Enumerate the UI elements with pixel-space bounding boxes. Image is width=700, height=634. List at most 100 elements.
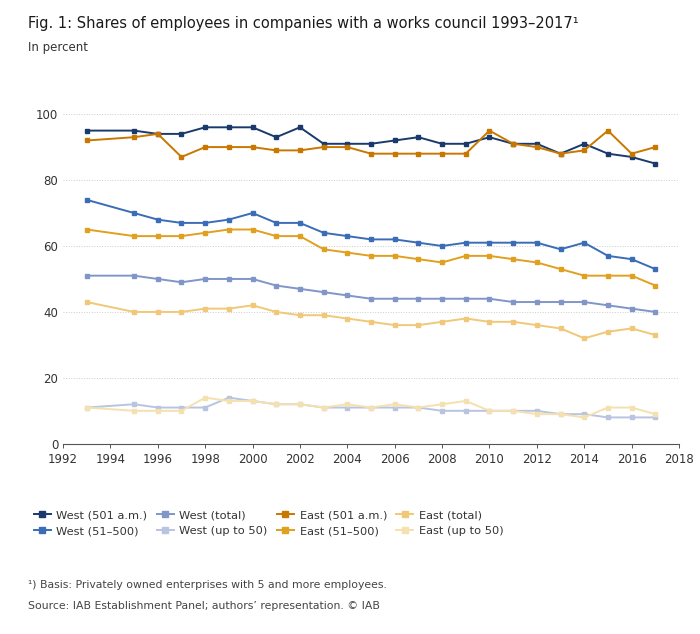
East (up to 50)	[509, 407, 517, 415]
West (up to 50)	[533, 407, 541, 415]
West (up to 50)	[319, 404, 328, 411]
West (501 a.m.)	[201, 124, 209, 131]
West (51–500)	[272, 219, 281, 227]
East (total)	[651, 331, 659, 339]
West (total)	[556, 298, 565, 306]
East (51–500)	[201, 229, 209, 236]
East (up to 50)	[533, 410, 541, 418]
East (up to 50)	[391, 401, 399, 408]
West (501 a.m.)	[83, 127, 91, 134]
East (up to 50)	[485, 407, 494, 415]
East (51–500)	[367, 252, 375, 260]
West (up to 50)	[83, 404, 91, 411]
West (501 a.m.)	[391, 137, 399, 145]
West (total)	[603, 302, 612, 309]
West (up to 50)	[414, 404, 423, 411]
Text: Source: IAB Establishment Panel; authors’ representation. © IAB: Source: IAB Establishment Panel; authors…	[28, 601, 380, 611]
West (501 a.m.)	[485, 133, 494, 141]
East (up to 50)	[83, 404, 91, 411]
West (501 a.m.)	[319, 140, 328, 148]
East (up to 50)	[414, 404, 423, 411]
West (501 a.m.)	[225, 124, 233, 131]
West (51–500)	[177, 219, 186, 227]
East (501 a.m.)	[177, 153, 186, 161]
Line: West (total): West (total)	[84, 273, 658, 314]
East (51–500)	[580, 272, 589, 280]
West (total)	[651, 308, 659, 316]
West (up to 50)	[367, 404, 375, 411]
East (up to 50)	[461, 397, 470, 404]
West (up to 50)	[391, 404, 399, 411]
East (total)	[343, 314, 351, 322]
Text: Fig. 1: Shares of employees in companies with a works council 1993–2017¹: Fig. 1: Shares of employees in companies…	[28, 16, 579, 31]
East (51–500)	[177, 232, 186, 240]
East (up to 50)	[438, 401, 447, 408]
East (total)	[130, 308, 139, 316]
West (up to 50)	[130, 401, 139, 408]
East (total)	[414, 321, 423, 329]
East (total)	[603, 328, 612, 335]
Text: In percent: In percent	[28, 41, 88, 55]
West (up to 50)	[461, 407, 470, 415]
East (total)	[391, 321, 399, 329]
West (total)	[627, 305, 636, 313]
East (total)	[580, 335, 589, 342]
East (501 a.m.)	[651, 143, 659, 151]
East (51–500)	[533, 259, 541, 266]
West (51–500)	[556, 245, 565, 253]
West (up to 50)	[485, 407, 494, 415]
Line: East (51–500): East (51–500)	[84, 227, 658, 288]
East (up to 50)	[651, 410, 659, 418]
West (501 a.m.)	[461, 140, 470, 148]
West (total)	[83, 272, 91, 280]
East (501 a.m.)	[627, 150, 636, 157]
West (501 a.m.)	[651, 160, 659, 167]
West (total)	[414, 295, 423, 302]
West (51–500)	[83, 196, 91, 204]
East (total)	[509, 318, 517, 326]
East (total)	[461, 314, 470, 322]
East (total)	[367, 318, 375, 326]
West (up to 50)	[438, 407, 447, 415]
West (51–500)	[319, 229, 328, 236]
East (501 a.m.)	[414, 150, 423, 157]
Line: East (up to 50): East (up to 50)	[84, 395, 658, 420]
East (501 a.m.)	[248, 143, 257, 151]
West (501 a.m.)	[177, 130, 186, 138]
East (up to 50)	[130, 407, 139, 415]
East (501 a.m.)	[225, 143, 233, 151]
East (up to 50)	[603, 404, 612, 411]
West (total)	[319, 288, 328, 296]
West (total)	[438, 295, 447, 302]
Line: East (501 a.m.): East (501 a.m.)	[84, 128, 658, 159]
West (51–500)	[603, 252, 612, 260]
East (51–500)	[603, 272, 612, 280]
West (total)	[272, 281, 281, 289]
West (up to 50)	[177, 404, 186, 411]
West (total)	[533, 298, 541, 306]
West (501 a.m.)	[153, 130, 162, 138]
West (up to 50)	[580, 410, 589, 418]
West (51–500)	[225, 216, 233, 223]
West (total)	[130, 272, 139, 280]
West (51–500)	[509, 239, 517, 247]
East (51–500)	[485, 252, 494, 260]
West (51–500)	[651, 265, 659, 273]
East (51–500)	[319, 245, 328, 253]
East (up to 50)	[177, 407, 186, 415]
East (501 a.m.)	[461, 150, 470, 157]
East (total)	[556, 325, 565, 332]
West (51–500)	[461, 239, 470, 247]
West (up to 50)	[651, 413, 659, 421]
West (51–500)	[130, 209, 139, 217]
West (501 a.m.)	[130, 127, 139, 134]
West (501 a.m.)	[414, 133, 423, 141]
East (51–500)	[414, 256, 423, 263]
East (total)	[153, 308, 162, 316]
West (up to 50)	[295, 401, 304, 408]
West (501 a.m.)	[580, 140, 589, 148]
West (up to 50)	[248, 397, 257, 404]
East (total)	[627, 325, 636, 332]
West (total)	[580, 298, 589, 306]
West (total)	[225, 275, 233, 283]
